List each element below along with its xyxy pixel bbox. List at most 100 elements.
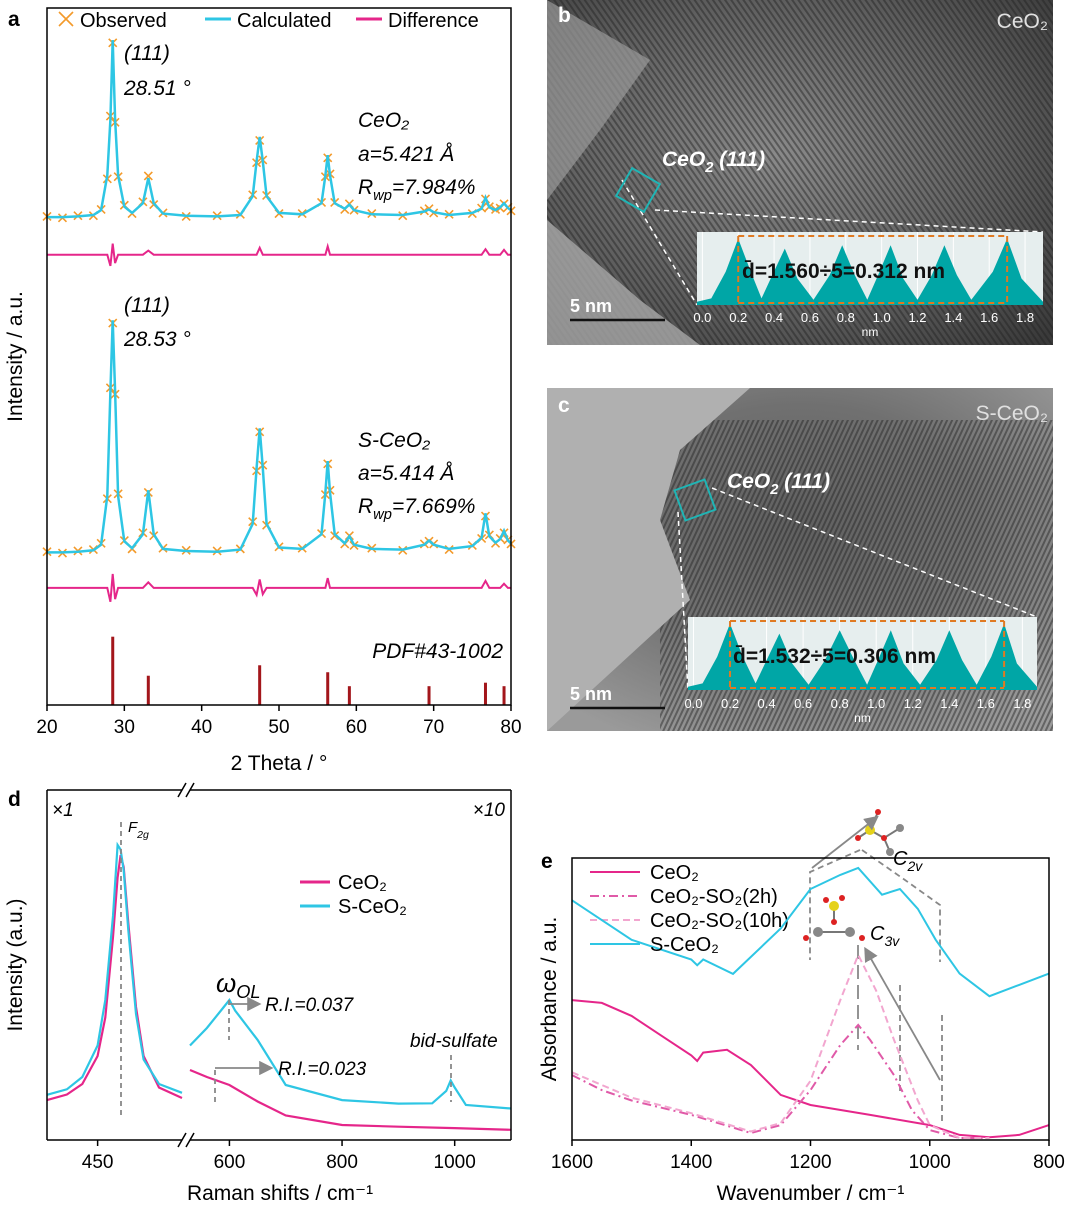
annotation: R.I.=0.023	[278, 1059, 367, 1080]
inset-tick-label: 1.6	[977, 696, 995, 711]
y-axis-label: Intensity (a.u.)	[4, 898, 27, 1031]
y-axis-label: Intensity / a.u.	[4, 291, 27, 422]
x-axis-label: 2 Theta / °	[231, 752, 328, 775]
inset-x-label: nm	[862, 325, 879, 339]
zoom-line	[654, 209, 1044, 233]
absorbance-line	[571, 952, 990, 1139]
annotation-sub: 3v	[884, 933, 900, 949]
axis-break	[177, 1132, 187, 1148]
annotation-main: R	[358, 495, 373, 518]
reference-stick	[483, 682, 487, 705]
annotation: 28.51 °	[123, 77, 191, 100]
absorbance-line	[571, 999, 1050, 1139]
lattice-plane-label-rest: (111)	[778, 470, 830, 493]
annotation: C2v	[893, 848, 923, 874]
inset-tick-label: 1.8	[1016, 310, 1034, 325]
x-tick-label: 1200	[789, 1152, 831, 1173]
inset-tick-label: 0.6	[801, 310, 819, 325]
reference-stick	[502, 686, 506, 705]
reference-stick	[427, 686, 431, 705]
assignment-guides	[809, 815, 943, 1125]
annotation-rest: =7.984%	[392, 176, 476, 199]
inset-tick-label: 1.6	[980, 310, 998, 325]
lattice-plane-label-sub: 2	[769, 482, 779, 498]
annotation: a=5.421 Å	[358, 143, 454, 166]
annotation: ωOL	[216, 968, 261, 1002]
zoom-line	[677, 511, 689, 691]
panel-letter: e	[541, 850, 553, 873]
inset-tick-label: 1.0	[873, 310, 891, 325]
inset-tick-label: 1.2	[904, 696, 922, 711]
annotation: F2g	[128, 819, 149, 841]
lattice-plane-label-rest: (111)	[713, 148, 765, 171]
x-tick-label: 70	[423, 717, 444, 738]
x-tick-label: 800	[1033, 1152, 1065, 1173]
annotation-main: R	[358, 176, 373, 199]
legend-label: CeO₂-SO₂(2h)	[650, 886, 778, 908]
x-tick-label: 450	[82, 1152, 114, 1173]
calculated-line	[47, 40, 512, 219]
x-tick-label: 1000	[909, 1152, 951, 1173]
annotation: C3v	[870, 923, 900, 949]
image-label: CeO₂	[997, 10, 1048, 33]
panel-letter: b	[558, 4, 571, 27]
calculated-line	[47, 320, 512, 554]
y-axis-label: Absorbance / a.u.	[538, 917, 561, 1082]
reference-stick	[347, 686, 351, 705]
axis-break	[177, 782, 187, 798]
inset-tick-label: 0.2	[729, 310, 747, 325]
tem-image-b	[547, 0, 1053, 345]
inset-tick-label: 1.4	[940, 696, 958, 711]
lattice-plane-label-sub: 2	[704, 160, 714, 176]
annotation-rest: =7.669%	[392, 495, 476, 518]
annotation-sub: wp	[373, 507, 392, 523]
legend-label: Observed	[80, 10, 167, 32]
annotation-main: F	[128, 819, 138, 836]
x-tick-label: 20	[36, 717, 57, 738]
annotation: bid-sulfate	[410, 1031, 498, 1052]
legend-marker	[58, 11, 74, 27]
inset-tick-label: 0.0	[684, 696, 702, 711]
legend-label: Calculated	[237, 10, 332, 32]
annotation-main: ω	[216, 968, 236, 998]
reference-stick	[258, 665, 262, 705]
reference-stick	[146, 675, 150, 705]
plot-frame	[571, 857, 1050, 1141]
zoom-box	[614, 166, 662, 214]
zoom-line	[711, 487, 1038, 618]
panel-letter: d	[8, 788, 21, 811]
x-tick-label: 30	[114, 717, 135, 738]
legend-label: Difference	[388, 10, 479, 32]
panel-letter: c	[558, 394, 570, 417]
annotation: S-CeO₂	[358, 429, 430, 452]
x-axis-label: Wavenumber / cm⁻¹	[717, 1182, 905, 1205]
annotation: (111)	[124, 294, 170, 317]
lattice-plane-label-main: CeO	[662, 148, 705, 171]
inset-tick-label: 0.8	[837, 310, 855, 325]
lattice-plane-label: CeO2 (111)	[662, 148, 765, 176]
inset-tick-label: 1.2	[908, 310, 926, 325]
plot-frame	[46, 7, 512, 706]
zoom-line	[621, 179, 698, 306]
axis-break	[185, 782, 195, 798]
inset-title: d̄=1.560÷5=0.312 nm	[742, 260, 945, 283]
inset-x-label: nm	[854, 711, 871, 725]
inset-tick-label: 0.0	[693, 310, 711, 325]
x-tick-label: 50	[268, 717, 289, 738]
annotation: Rwp=7.669%	[358, 495, 475, 523]
inset-title: d̄=1.532÷5=0.306 nm	[733, 645, 936, 668]
difference-line	[47, 573, 511, 603]
molecule-c3v	[803, 895, 865, 941]
difference-line	[47, 242, 511, 267]
inset-tick-label: 1.8	[1013, 696, 1031, 711]
inset-tick-label: 1.4	[944, 310, 962, 325]
profile-area	[688, 623, 1037, 690]
x-tick-label: 1000	[434, 1152, 476, 1173]
lattice-plane-label-main: CeO	[727, 470, 770, 493]
scale-bar-label: 5 nm	[570, 684, 612, 704]
inset-tick-label: 0.4	[765, 310, 783, 325]
annotation: 28.53 °	[123, 328, 191, 351]
x-tick-label: 40	[191, 717, 212, 738]
